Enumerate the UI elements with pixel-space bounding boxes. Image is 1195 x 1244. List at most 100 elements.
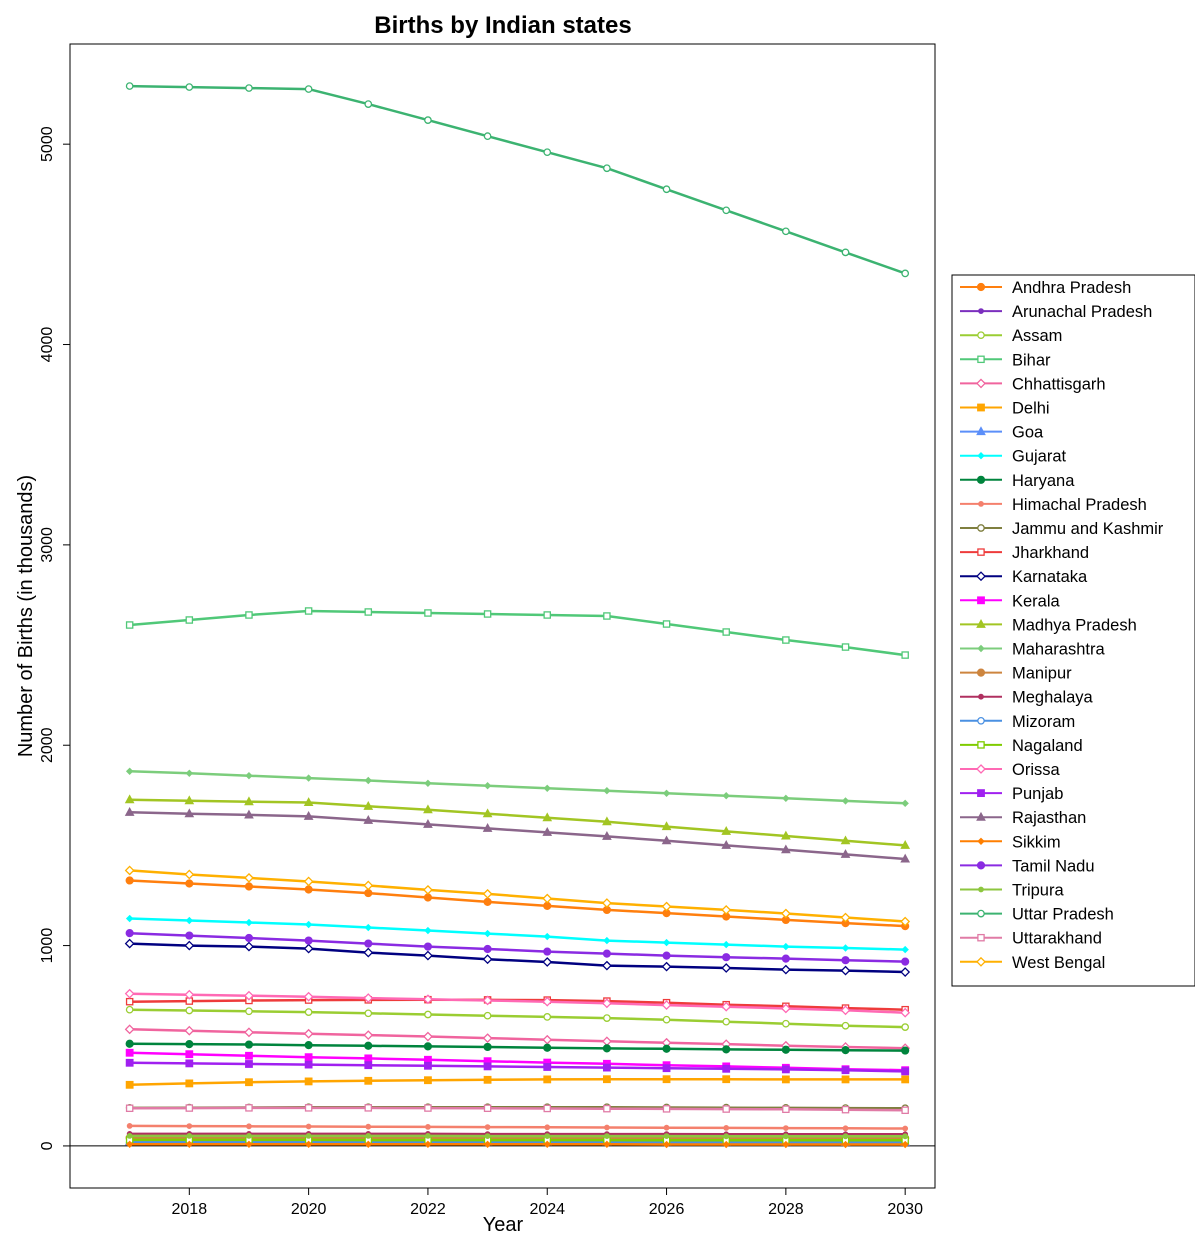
data-point: [246, 1061, 253, 1068]
data-point: [247, 1134, 252, 1139]
data-point: [425, 1077, 432, 1084]
x-tick-label: 2030: [887, 1201, 923, 1218]
data-point: [842, 1076, 849, 1083]
data-point: [424, 952, 432, 960]
data-point: [783, 1021, 789, 1027]
data-point: [485, 1125, 490, 1130]
legend-label: Jharkhand: [1012, 544, 1089, 562]
y-tick-label: 5000: [39, 126, 56, 162]
data-point: [484, 955, 492, 963]
legend-marker: [979, 309, 984, 314]
data-point: [842, 249, 848, 255]
data-point: [843, 945, 849, 951]
legend-label: Arunachal Pradesh: [1012, 303, 1152, 321]
legend-label: Uttar Pradesh: [1012, 906, 1114, 924]
data-point: [722, 964, 730, 972]
data-point: [664, 1125, 669, 1130]
data-point: [305, 1042, 312, 1049]
data-point: [424, 943, 431, 950]
data-point: [247, 1124, 252, 1129]
data-point: [425, 928, 431, 934]
legend-label: Bihar: [1012, 351, 1051, 369]
y-tick-label: 2000: [39, 727, 56, 763]
data-point: [783, 1126, 788, 1131]
data-point: [126, 1049, 133, 1056]
data-point: [663, 903, 671, 911]
data-point: [186, 84, 192, 90]
data-point: [246, 773, 252, 779]
data-point: [782, 1076, 789, 1083]
data-point: [186, 770, 192, 776]
legend-marker: [978, 935, 984, 941]
data-point: [127, 1134, 132, 1139]
data-point: [723, 1019, 729, 1025]
data-point: [365, 101, 371, 107]
data-point: [604, 1106, 610, 1112]
data-point: [603, 1076, 610, 1083]
legend-marker: [978, 525, 984, 531]
data-point: [246, 1008, 252, 1014]
data-point: [843, 1126, 848, 1131]
data-point: [365, 1055, 372, 1062]
x-tick-label: 2022: [410, 1201, 446, 1218]
data-point: [426, 1134, 431, 1139]
legend-marker: [978, 404, 985, 411]
data-point: [663, 1017, 669, 1023]
data-point: [783, 1106, 789, 1112]
data-point: [603, 1045, 610, 1052]
data-point: [126, 83, 132, 89]
legend-label: Tripura: [1012, 882, 1064, 900]
y-axis-label: Number of Births (in thousands): [15, 475, 37, 757]
data-point: [245, 1028, 253, 1036]
data-point: [485, 1134, 490, 1139]
data-point: [425, 1105, 431, 1111]
data-point: [305, 1030, 313, 1038]
data-point: [186, 1007, 192, 1013]
data-point: [126, 1040, 133, 1047]
data-point: [364, 1031, 372, 1039]
legend-marker: [978, 597, 985, 604]
data-point: [485, 931, 491, 937]
y-tick-label: 1000: [39, 928, 56, 964]
data-point: [305, 886, 312, 893]
data-point: [306, 1124, 311, 1129]
data-point: [783, 1134, 788, 1139]
legend-marker: [979, 887, 984, 892]
series-line: [130, 1126, 906, 1129]
data-point: [783, 795, 789, 801]
data-point: [425, 610, 431, 616]
data-point: [484, 1034, 492, 1042]
data-point: [305, 1054, 312, 1061]
legend-label: Mizoram: [1012, 713, 1075, 731]
data-point: [365, 940, 372, 947]
data-point: [127, 1123, 132, 1128]
data-point: [186, 1105, 192, 1111]
data-point: [901, 968, 909, 976]
data-point: [245, 934, 252, 941]
x-tick-label: 2018: [172, 1201, 208, 1218]
data-point: [724, 1125, 729, 1130]
data-point: [365, 925, 371, 931]
data-point: [664, 790, 670, 796]
data-point: [664, 1134, 669, 1139]
y-tick-label: 0: [39, 1141, 56, 1150]
data-point: [426, 1124, 431, 1129]
data-point: [544, 1044, 551, 1051]
data-point: [365, 1010, 371, 1016]
data-point: [484, 898, 491, 905]
data-point: [723, 942, 729, 948]
data-point: [126, 877, 133, 884]
data-point: [126, 1025, 134, 1033]
legend-label: Chhattisgarh: [1012, 375, 1106, 393]
data-point: [603, 1037, 611, 1045]
x-tick-label: 2020: [291, 1201, 327, 1218]
series-delhi: [126, 1076, 908, 1088]
data-point: [544, 612, 550, 618]
legend-label: Tamil Nadu: [1012, 857, 1095, 875]
data-point: [902, 1068, 909, 1075]
data-point: [723, 793, 729, 799]
data-point: [663, 1045, 670, 1052]
legend-label: Gujarat: [1012, 448, 1067, 466]
